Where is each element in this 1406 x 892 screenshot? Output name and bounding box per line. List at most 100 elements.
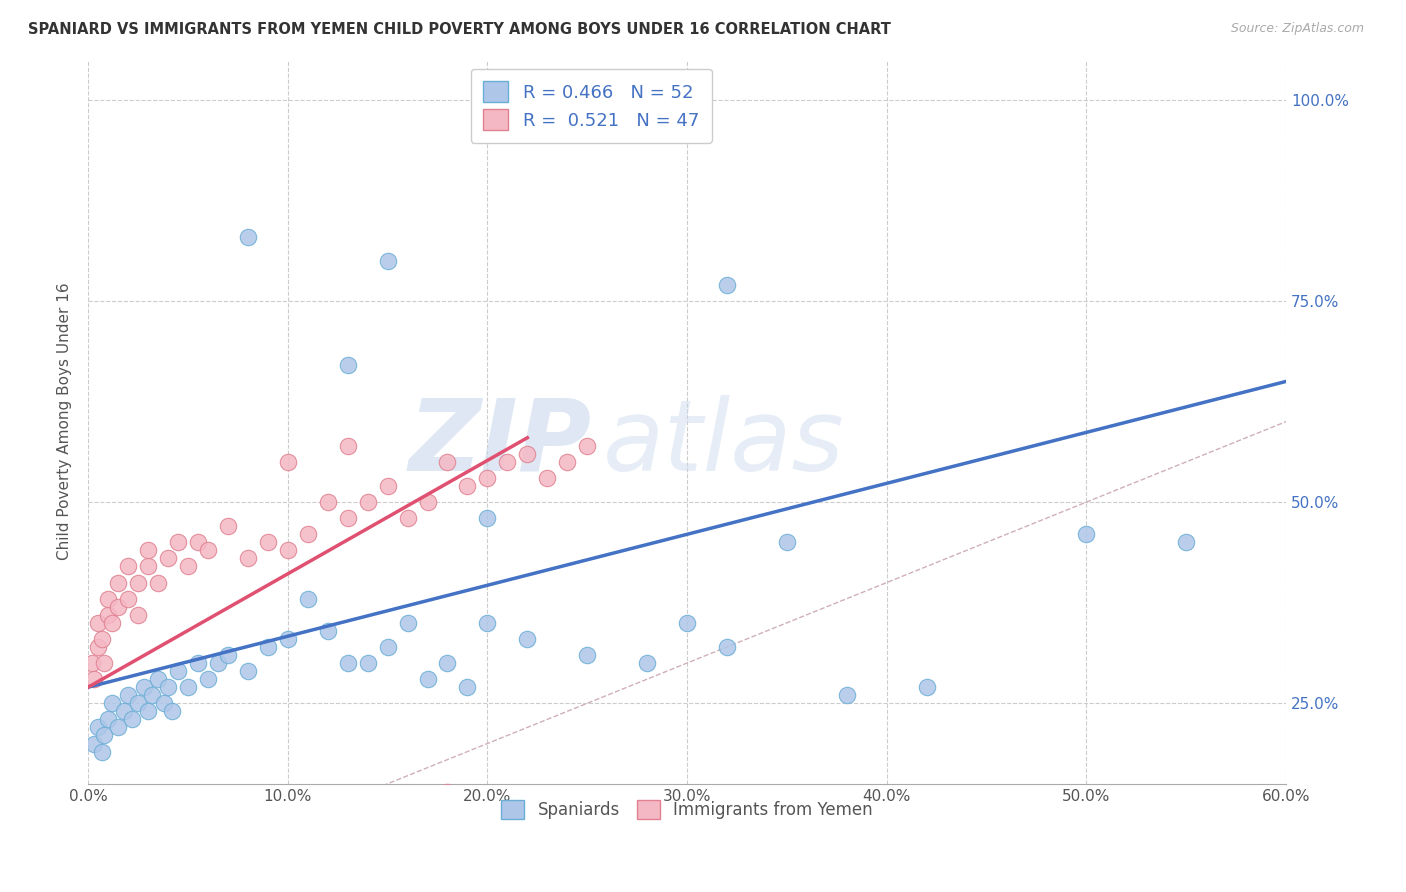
Point bbox=[207, 656, 229, 670]
Point bbox=[112, 704, 135, 718]
Point bbox=[915, 680, 938, 694]
Point bbox=[107, 575, 129, 590]
Point bbox=[536, 471, 558, 485]
Point bbox=[177, 559, 200, 574]
Point bbox=[91, 632, 114, 646]
Point bbox=[236, 229, 259, 244]
Point bbox=[217, 648, 239, 662]
Point bbox=[217, 519, 239, 533]
Point bbox=[197, 672, 219, 686]
Point bbox=[177, 680, 200, 694]
Point bbox=[187, 535, 209, 549]
Point bbox=[456, 479, 478, 493]
Y-axis label: Child Poverty Among Boys Under 16: Child Poverty Among Boys Under 16 bbox=[58, 283, 72, 560]
Point bbox=[835, 688, 858, 702]
Point bbox=[256, 535, 278, 549]
Point bbox=[82, 656, 104, 670]
Point bbox=[516, 632, 538, 646]
Point bbox=[141, 688, 163, 702]
Point bbox=[396, 511, 419, 525]
Point bbox=[516, 447, 538, 461]
Point bbox=[1076, 527, 1098, 541]
Point bbox=[477, 615, 499, 630]
Point bbox=[83, 672, 105, 686]
Point bbox=[336, 511, 359, 525]
Point bbox=[160, 704, 183, 718]
Point bbox=[87, 640, 110, 654]
Point bbox=[127, 575, 149, 590]
Point bbox=[576, 439, 599, 453]
Point bbox=[316, 495, 339, 509]
Text: ZIP: ZIP bbox=[408, 395, 592, 491]
Point bbox=[377, 640, 399, 654]
Point bbox=[477, 511, 499, 525]
Point bbox=[416, 495, 439, 509]
Point bbox=[576, 648, 599, 662]
Point bbox=[416, 672, 439, 686]
Point bbox=[197, 543, 219, 558]
Point bbox=[107, 720, 129, 734]
Point bbox=[121, 712, 143, 726]
Point bbox=[277, 543, 299, 558]
Point bbox=[156, 680, 179, 694]
Point bbox=[436, 785, 458, 799]
Point bbox=[91, 745, 114, 759]
Text: SPANIARD VS IMMIGRANTS FROM YEMEN CHILD POVERTY AMONG BOYS UNDER 16 CORRELATION : SPANIARD VS IMMIGRANTS FROM YEMEN CHILD … bbox=[28, 22, 891, 37]
Point bbox=[97, 712, 120, 726]
Point bbox=[356, 656, 378, 670]
Point bbox=[93, 729, 115, 743]
Point bbox=[555, 455, 578, 469]
Point bbox=[436, 455, 458, 469]
Point bbox=[83, 737, 105, 751]
Point bbox=[1175, 535, 1198, 549]
Point bbox=[716, 277, 738, 292]
Point bbox=[277, 455, 299, 469]
Point bbox=[496, 455, 519, 469]
Point bbox=[356, 817, 378, 831]
Point bbox=[336, 656, 359, 670]
Point bbox=[236, 551, 259, 566]
Point bbox=[167, 535, 190, 549]
Text: Source: ZipAtlas.com: Source: ZipAtlas.com bbox=[1230, 22, 1364, 36]
Point bbox=[127, 696, 149, 710]
Point bbox=[336, 359, 359, 373]
Point bbox=[377, 479, 399, 493]
Point bbox=[336, 439, 359, 453]
Point bbox=[477, 825, 499, 839]
Point bbox=[456, 680, 478, 694]
Legend: Spaniards, Immigrants from Yemen: Spaniards, Immigrants from Yemen bbox=[495, 794, 880, 826]
Point bbox=[97, 607, 120, 622]
Point bbox=[477, 471, 499, 485]
Point bbox=[127, 607, 149, 622]
Point bbox=[167, 664, 190, 678]
Point bbox=[117, 591, 139, 606]
Point bbox=[117, 559, 139, 574]
Point bbox=[136, 704, 159, 718]
Point bbox=[117, 688, 139, 702]
Point bbox=[297, 527, 319, 541]
Point bbox=[132, 680, 155, 694]
Point bbox=[153, 696, 176, 710]
Point bbox=[277, 632, 299, 646]
Point bbox=[396, 615, 419, 630]
Point bbox=[676, 615, 699, 630]
Point bbox=[101, 615, 124, 630]
Point bbox=[146, 575, 169, 590]
Point bbox=[297, 591, 319, 606]
Point bbox=[146, 672, 169, 686]
Point bbox=[87, 615, 110, 630]
Point bbox=[377, 253, 399, 268]
Point bbox=[716, 640, 738, 654]
Text: atlas: atlas bbox=[603, 395, 845, 491]
Point bbox=[316, 624, 339, 638]
Point bbox=[356, 495, 378, 509]
Point bbox=[136, 559, 159, 574]
Point bbox=[256, 640, 278, 654]
Point bbox=[97, 591, 120, 606]
Point bbox=[187, 656, 209, 670]
Point bbox=[87, 720, 110, 734]
Point bbox=[776, 535, 799, 549]
Point bbox=[436, 656, 458, 670]
Point bbox=[156, 551, 179, 566]
Point bbox=[136, 543, 159, 558]
